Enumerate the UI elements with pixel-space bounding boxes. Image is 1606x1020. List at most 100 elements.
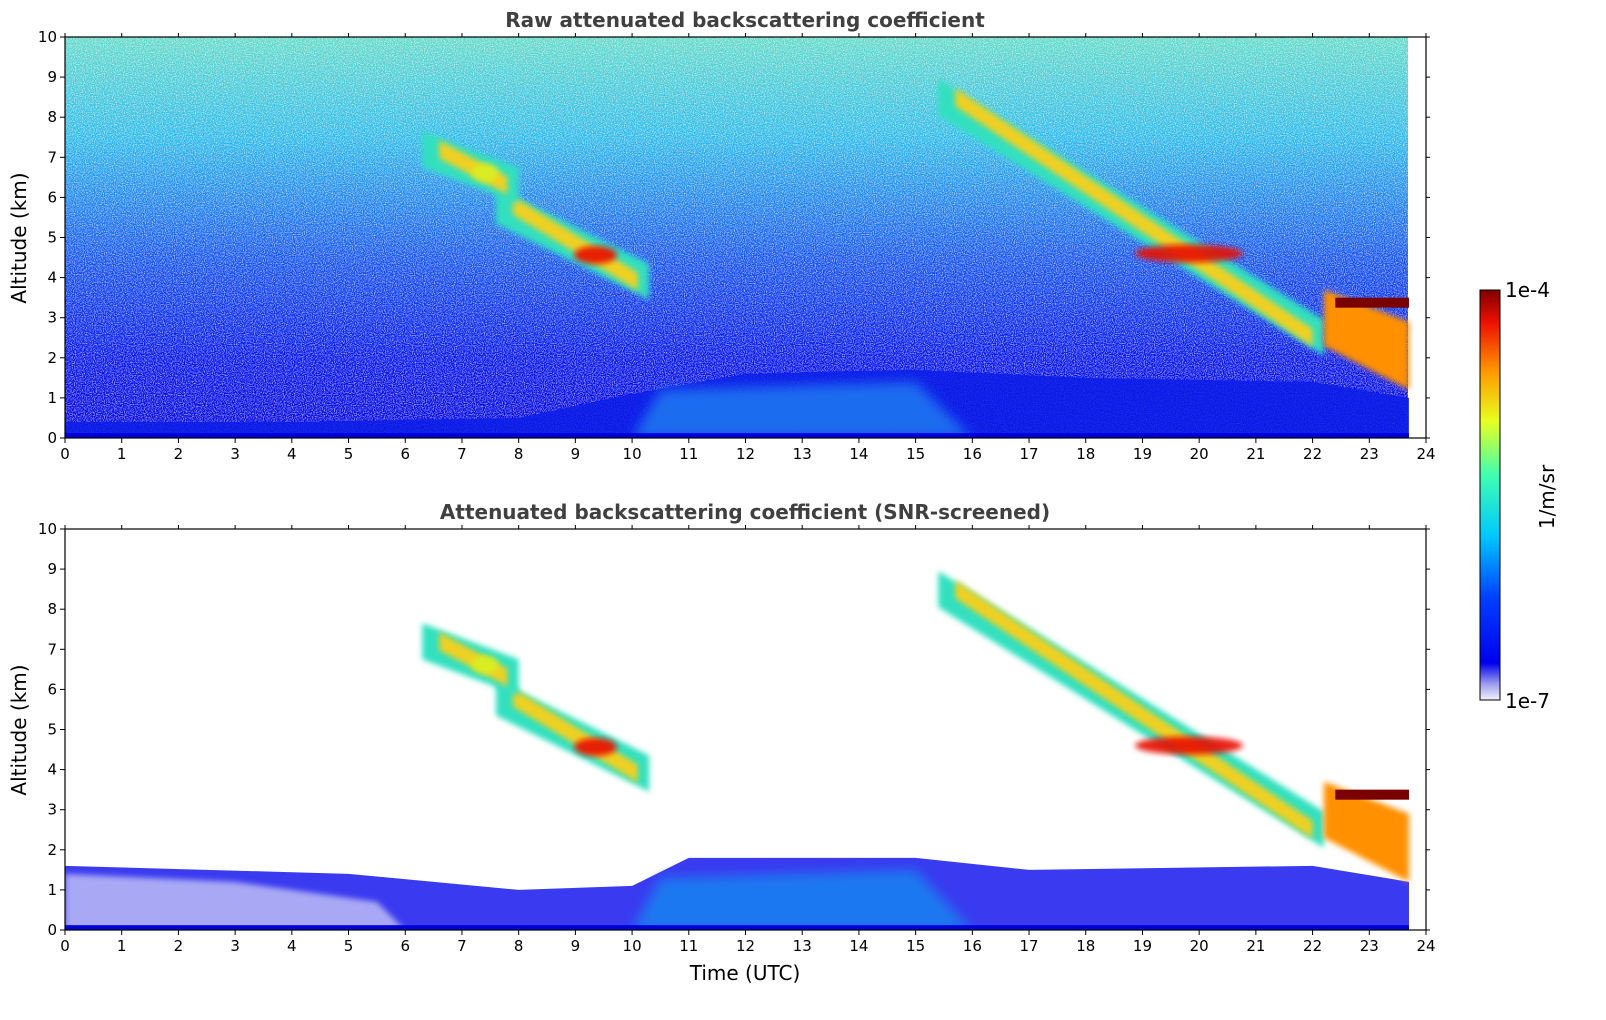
cloud-band-peak [574,737,617,756]
cloud-band-mid [955,580,1313,839]
x-tick-label: 10 [623,937,642,955]
x-tick-label: 18 [1076,445,1095,463]
cloud-band-peak [1134,244,1243,263]
cloud-band-mid [955,88,1313,347]
colorbar: 1e-4 1e-7 1/m/sr [1479,278,1559,713]
y-tick-label: 9 [47,68,57,86]
cloud-band-peak [471,163,499,182]
y-tick-label: 2 [47,349,57,367]
x-tick-label: 5 [344,937,354,955]
feature-layer-screened [65,571,1409,930]
x-tick-label: 9 [571,937,581,955]
x-tick-label: 3 [230,937,240,955]
x-tick-label: 5 [344,445,354,463]
colorbar-units-label: 1/m/sr [1535,464,1559,529]
x-tick-label: 18 [1076,937,1095,955]
y-tick-label: 4 [47,269,57,287]
x-tick-label: 2 [174,445,184,463]
y-axis-label-raw: Altitude (km) [7,172,31,303]
panel-raw: Raw attenuated backscattering coefficien… [7,8,1436,463]
x-tick-label: 4 [287,445,297,463]
y-tick-label: 5 [47,229,57,247]
x-tick-label: 12 [736,445,755,463]
x-tick-label: 8 [514,445,524,463]
x-tick-label: 14 [849,937,868,955]
x-tick-label: 13 [793,937,812,955]
axis-ticks-raw: 0 1 2 3 4 5 6 7 8 9 10 11 12 13 14 15 16 17 18 19 20 21 22 23 24… [38,28,1436,463]
y-tick-label: 3 [47,801,57,819]
y-tick-label: 3 [47,309,57,327]
heatmap-screened [65,571,1409,930]
x-tick-label: 15 [906,445,925,463]
x-tick-label: 2 [174,937,184,955]
y-axis-label-screened: Altitude (km) [7,664,31,795]
x-tick-label: 20 [1190,445,1209,463]
x-tick-label: 23 [1360,445,1379,463]
y-tick-label: 7 [47,640,57,658]
cloud-layer-top [1335,789,1409,800]
y-tick-label: 10 [38,520,57,538]
x-tick-label: 4 [287,937,297,955]
x-tick-label: 20 [1190,937,1209,955]
y-tick-label: 1 [47,881,57,899]
cloud-layer-body [1323,289,1409,390]
x-tick-label: 15 [906,937,925,955]
y-tick-label: 1 [47,389,57,407]
boundary-layer-faint [65,873,406,930]
x-tick-label: 13 [793,445,812,463]
boundary-layer-core [632,381,973,438]
panel-screened: Attenuated backscattering coefficient (S… [7,500,1436,985]
x-tick-label: 21 [1246,937,1265,955]
x-tick-label: 19 [1133,445,1152,463]
y-tick-label: 0 [47,921,57,939]
cloud-band-mid [512,688,638,783]
colorbar-min-label: 1e-7 [1505,689,1550,713]
x-tick-label: 14 [849,445,868,463]
y-tick-label: 10 [38,28,57,46]
x-tick-label: 16 [963,937,982,955]
panel-title-raw: Raw attenuated backscattering coefficien… [505,8,985,32]
colorbar-gradient [1479,289,1501,701]
y-tick-label: 6 [47,680,57,698]
cloud-band-peak [574,245,617,264]
heatmap-raw [65,37,1409,438]
x-tick-label: 9 [571,445,581,463]
x-tick-label: 24 [1416,445,1435,463]
x-tick-label: 19 [1133,937,1152,955]
x-tick-label: 17 [1019,445,1038,463]
x-tick-label: 0 [60,937,70,955]
x-tick-label: 16 [963,445,982,463]
x-tick-label: 11 [679,445,698,463]
x-tick-label: 3 [230,445,240,463]
surface-layer [65,433,1409,438]
x-tick-label: 22 [1303,937,1322,955]
cloud-layer-top [1335,297,1409,308]
x-tick-label: 7 [457,937,467,955]
x-tick-label: 7 [457,445,467,463]
axis-ticks-screened: 0 1 2 3 4 5 6 7 8 9 10 11 12 13 14 15 16 17 18 19 20 21 22 23 24… [38,520,1436,955]
cloud-band-mid [512,196,638,291]
y-tick-label: 9 [47,560,57,578]
x-tick-label: 11 [679,937,698,955]
x-tick-label: 6 [400,445,410,463]
y-tick-label: 7 [47,148,57,166]
x-tick-label: 10 [623,445,642,463]
x-tick-label: 17 [1019,937,1038,955]
y-tick-label: 2 [47,841,57,859]
feature-layer-raw [65,79,1409,438]
x-tick-label: 12 [736,937,755,955]
surface-layer [65,925,1409,930]
x-tick-label: 8 [514,937,524,955]
y-tick-label: 8 [47,108,57,126]
x-axis-label: Time (UTC) [689,961,801,985]
cloud-band-peak [471,655,499,674]
x-tick-label: 22 [1303,445,1322,463]
y-tick-label: 8 [47,600,57,618]
x-tick-label: 1 [117,937,127,955]
x-tick-label: 6 [400,937,410,955]
cloud-band-peak [1134,736,1243,755]
x-tick-label: 0 [60,445,70,463]
x-tick-label: 21 [1246,445,1265,463]
boundary-layer-core [632,869,973,930]
panel-title-screened: Attenuated backscattering coefficient (S… [440,500,1050,524]
